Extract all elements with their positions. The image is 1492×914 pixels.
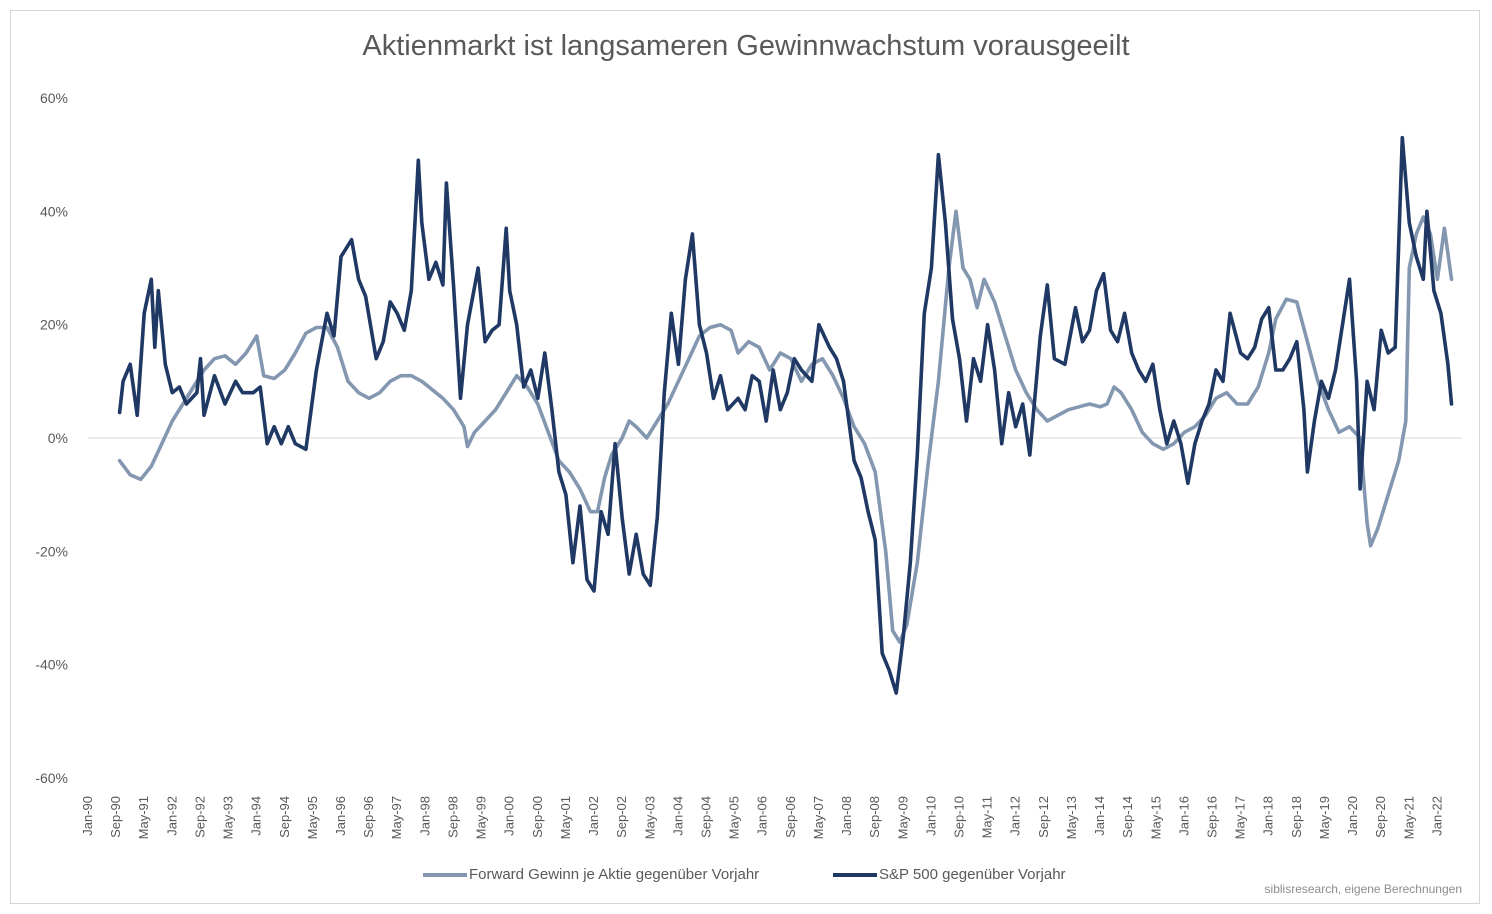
x-tick-label: Sep-12 — [1036, 796, 1051, 838]
x-tick-label: Jan-16 — [1176, 796, 1191, 836]
x-tick-label: Jan-92 — [164, 796, 179, 836]
x-tick-label: Sep-20 — [1373, 796, 1388, 838]
legend-swatch-forward-earnings — [423, 872, 467, 877]
x-tick-label: Jan-14 — [1092, 796, 1107, 836]
legend-label-forward-earnings: Forward Gewinn je Aktie gegenüber Vorjah… — [469, 866, 760, 883]
x-tick-label: Sep-14 — [1120, 796, 1135, 838]
x-tick-label: May-91 — [136, 796, 151, 839]
x-tick-label: May-19 — [1317, 796, 1332, 839]
y-tick-label: 20% — [40, 317, 68, 333]
x-tick-label: Jan-18 — [1261, 796, 1276, 836]
legend-item-sp500: S&P 500 gegenüber Vorjahr — [833, 866, 1066, 883]
x-tick-label: May-97 — [389, 796, 404, 839]
x-tick-label: Sep-92 — [192, 796, 207, 838]
x-tick-label: May-13 — [1064, 796, 1079, 839]
y-tick-label: -20% — [35, 543, 68, 559]
x-tick-label: May-05 — [727, 796, 742, 839]
x-tick-label: Jan-12 — [1008, 796, 1023, 836]
legend-swatch-sp500 — [833, 872, 877, 877]
x-axis: Jan-90 Sep-90 May-91 Jan-92 Sep-92 May-93 Jan-… — [80, 796, 1444, 839]
x-tick-label: May-07 — [811, 796, 826, 839]
x-tick-label: Jan-10 — [923, 796, 938, 836]
x-tick-label: Sep-00 — [530, 796, 545, 838]
x-tick-label: Jan-08 — [839, 796, 854, 836]
legend: Forward Gewinn je Aktie gegenüber Vorjah… — [0, 866, 1492, 888]
y-tick-label: 40% — [40, 203, 68, 219]
x-tick-label: Sep-06 — [783, 796, 798, 838]
series-layer — [117, 135, 1454, 695]
x-tick-label: May-93 — [221, 796, 236, 839]
y-tick-label: -40% — [35, 657, 68, 673]
source-note: siblisresearch, eigene Berechnungen — [1264, 882, 1462, 896]
x-tick-label: Jan-04 — [670, 796, 685, 836]
x-tick-label: Sep-90 — [108, 796, 123, 838]
x-tick-label: Jan-94 — [249, 796, 264, 836]
chart-frame — [10, 10, 1480, 904]
x-tick-label: May-21 — [1401, 796, 1416, 839]
x-tick-label: Sep-04 — [698, 796, 713, 838]
x-tick-label: Jan-98 — [417, 796, 432, 836]
y-tick-label: 0% — [48, 430, 68, 446]
x-tick-label: May-09 — [895, 796, 910, 839]
x-tick-label: Sep-02 — [614, 796, 629, 838]
y-tick-label: -60% — [35, 770, 68, 786]
x-tick-label: Sep-10 — [951, 796, 966, 838]
x-tick-label: May-01 — [558, 796, 573, 839]
legend-label-sp500: S&P 500 gegenüber Vorjahr — [879, 866, 1066, 883]
x-tick-label: May-11 — [980, 796, 995, 838]
x-tick-label: Jan-90 — [80, 796, 95, 836]
series-line-forward-earnings — [117, 209, 1454, 644]
series-line-sp500 — [117, 135, 1454, 695]
x-tick-label: Jan-00 — [502, 796, 517, 836]
x-tick-label: May-17 — [1233, 796, 1248, 839]
x-tick-label: Sep-18 — [1289, 796, 1304, 838]
x-tick-label: Sep-08 — [867, 796, 882, 838]
x-tick-label: Sep-16 — [1205, 796, 1220, 838]
x-tick-label: Jan-06 — [755, 796, 770, 836]
x-tick-label: May-95 — [305, 796, 320, 839]
y-axis: 60% 40% 20% 0% -20% -40% -60% — [35, 90, 1462, 786]
x-tick-label: Jan-02 — [586, 796, 601, 836]
x-tick-label: May-99 — [474, 796, 489, 839]
legend-item-forward-earnings: Forward Gewinn je Aktie gegenüber Vorjah… — [423, 866, 759, 883]
x-tick-label: Sep-94 — [277, 796, 292, 838]
x-tick-label: May-03 — [642, 796, 657, 839]
x-tick-label: May-15 — [1148, 796, 1163, 839]
x-tick-label: Sep-98 — [445, 796, 460, 838]
chart-title: Aktienmarkt ist langsameren Gewinnwachst… — [362, 30, 1130, 62]
y-tick-label: 60% — [40, 90, 68, 106]
x-tick-label: Sep-96 — [361, 796, 376, 838]
x-tick-label: Jan-96 — [333, 796, 348, 836]
x-tick-label: Jan-22 — [1429, 796, 1444, 836]
x-tick-label: Jan-20 — [1345, 796, 1360, 836]
